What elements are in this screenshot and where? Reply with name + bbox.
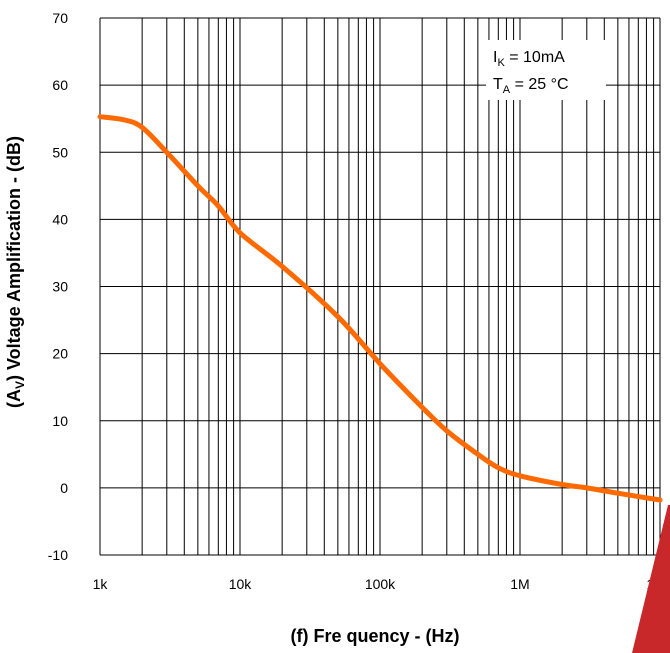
y-tick-label: 30 bbox=[52, 279, 68, 295]
y-tick-label: 0 bbox=[60, 480, 68, 496]
series-line bbox=[97, 114, 663, 503]
y-tick-label: 60 bbox=[52, 77, 68, 93]
x-tick-label: 1M bbox=[510, 576, 529, 592]
legend-line-1: IK = 10mA bbox=[493, 49, 565, 69]
x-tick-label: 1k bbox=[93, 576, 109, 592]
grid bbox=[99, 17, 661, 556]
x-tick-label: 10k bbox=[229, 576, 253, 592]
x-tick-label: 100k bbox=[365, 576, 396, 592]
legend-line-2: TA = 25 °C bbox=[493, 76, 569, 96]
y-tick-label: 70 bbox=[52, 10, 68, 26]
y-tick-label: 40 bbox=[52, 211, 68, 227]
legend: IK = 10mA TA = 25 °C bbox=[486, 40, 606, 100]
y-tick-label: 50 bbox=[52, 144, 68, 160]
legend-box bbox=[486, 40, 606, 100]
x-axis-title: (f) Fre quency - (Hz) bbox=[291, 626, 460, 646]
y-tick-label: 20 bbox=[52, 346, 68, 362]
decorative-red-slash bbox=[632, 505, 670, 653]
series-group bbox=[97, 114, 663, 503]
y-tick-label: 10 bbox=[52, 413, 68, 429]
y-axis-title: (AV) Voltage Amplification - (dB) bbox=[4, 136, 27, 408]
y-tick-labels: -10 0 10 20 30 40 50 60 70 bbox=[48, 10, 68, 563]
x-tick-labels: 1k10k100k1M10M bbox=[93, 576, 670, 592]
y-tick-label: -10 bbox=[48, 547, 68, 563]
